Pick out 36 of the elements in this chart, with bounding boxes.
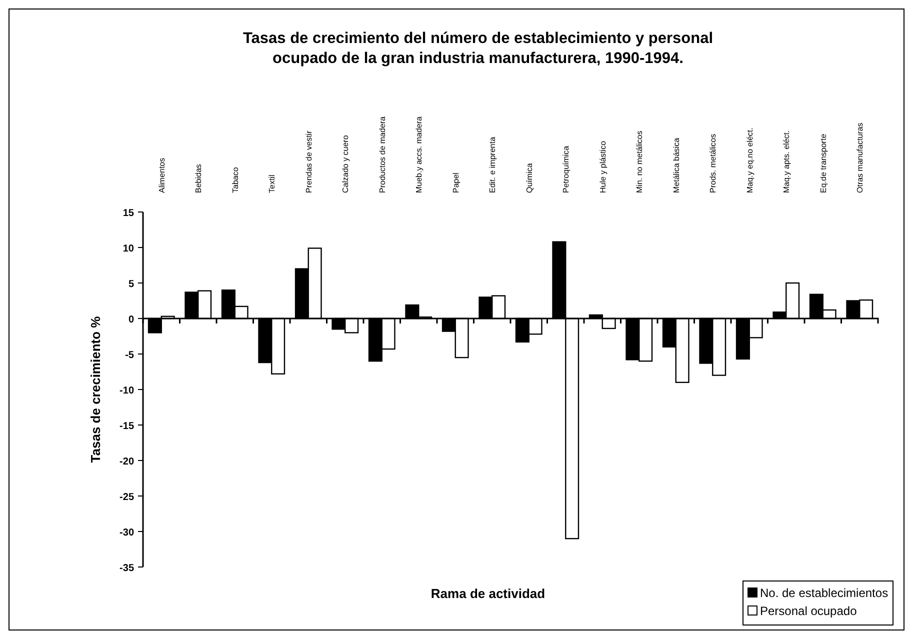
y-tick-label: 10 [122, 244, 134, 254]
x-tick-label: Eq.de transporte [818, 133, 828, 193]
x-tick-label: Edit. e imprenta [488, 136, 498, 193]
x-tick-label: Química [524, 162, 534, 193]
x-tick-label: Bebidas [194, 164, 204, 193]
legend-label: Personal ocupado [760, 604, 858, 618]
y-tick-label: -25 [120, 492, 134, 503]
legend-label: No. de establecimientos [760, 586, 888, 600]
y-tick-label: -35 [120, 563, 134, 574]
x-tick-label: Prods. metálicos [708, 134, 718, 193]
y-tick-label: -10 [120, 386, 134, 396]
x-axis-title: Rama de actividad [430, 586, 546, 601]
x-tick-label: Calzado y cuero [341, 134, 350, 193]
x-tick-label: Maq.y apts. eléct. [782, 130, 792, 193]
x-tick-label: Productos de madera [378, 116, 387, 193]
y-tick-label: -15 [120, 421, 134, 432]
y-tick-label: 0 [128, 314, 134, 326]
y-tick-label: 15 [122, 208, 134, 219]
y-axis-title: Tasas de crecimiento % [88, 316, 103, 463]
x-tick-label: Textil [268, 174, 277, 193]
x-tick-label: Mueb.y accs. madera [414, 116, 424, 193]
x-tick-label: Papel [451, 172, 460, 193]
x-tick-label: Metálica básica [672, 137, 681, 193]
y-tick-label: -20 [120, 456, 134, 468]
y-tick-label: -30 [120, 528, 134, 538]
y-tick-label: 5 [128, 279, 134, 290]
x-tick-label: Maq.y eq.no eléct. [745, 128, 754, 193]
y-tick-label: -5 [125, 350, 134, 361]
x-tick-label: Min. no metálicos [635, 130, 644, 193]
x-tick-label: Hule y plástico [598, 140, 608, 193]
x-tick-label: Tabaco [230, 166, 240, 193]
chart-title: Tasas de crecimiento del número de establecimiento y personal ocupado de la gran industria manufacturera, 1990-1994. [242, 30, 714, 67]
x-tick-label: Prendas de vestir [304, 130, 314, 193]
x-tick-label: Otras manufacturas [856, 122, 865, 193]
x-tick-label: Petroquímica [562, 145, 571, 193]
x-tick-label: Alimentos [157, 158, 166, 193]
